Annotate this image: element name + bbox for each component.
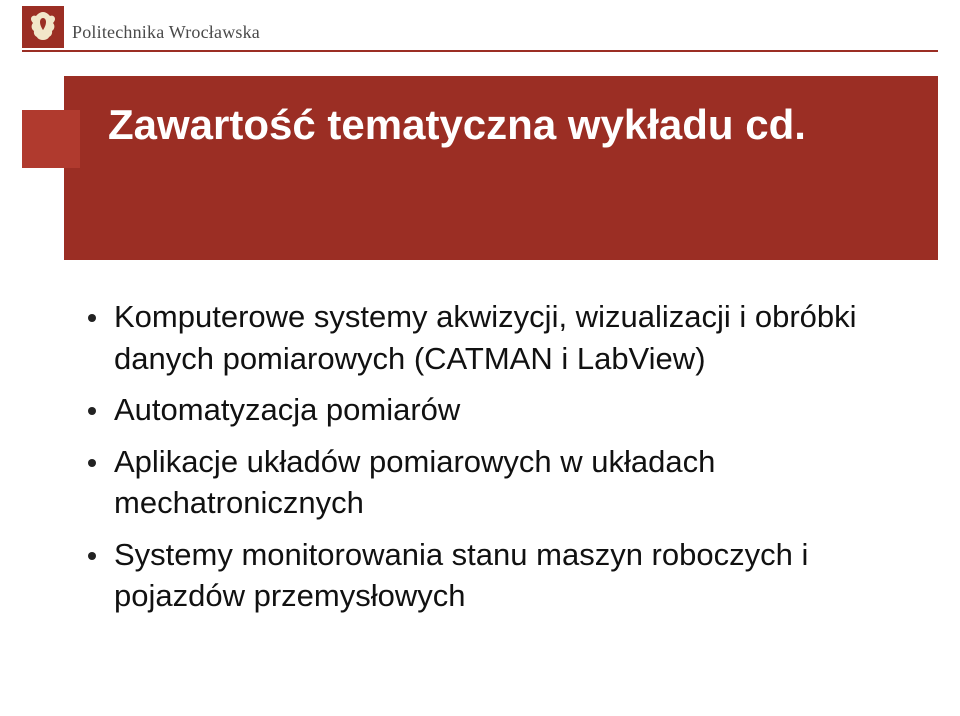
list-item: Aplikacje układów pomiarowych w układach… xyxy=(88,441,908,524)
bullet-dot-icon xyxy=(88,459,96,467)
bullet-text: Aplikacje układów pomiarowych w układach… xyxy=(114,441,908,524)
list-item: Komputerowe systemy akwizycji, wizualiza… xyxy=(88,296,908,379)
header-divider xyxy=(22,50,938,52)
university-logo xyxy=(22,6,64,48)
bullet-dot-icon xyxy=(88,314,96,322)
bullet-dot-icon xyxy=(88,407,96,415)
eagle-icon xyxy=(22,6,64,48)
bullet-text: Automatyzacja pomiarów xyxy=(114,389,460,431)
list-item: Automatyzacja pomiarów xyxy=(88,389,908,431)
list-item: Systemy monitorowania stanu maszyn roboc… xyxy=(88,534,908,617)
bullet-list: Komputerowe systemy akwizycji, wizualiza… xyxy=(88,296,908,627)
slide: Politechnika Wrocławska Zawartość tematy… xyxy=(0,0,960,716)
title-bar: Zawartość tematyczna wykładu cd. xyxy=(64,76,938,260)
slide-title: Zawartość tematyczna wykładu cd. xyxy=(108,102,908,148)
bullet-text: Komputerowe systemy akwizycji, wizualiza… xyxy=(114,296,908,379)
bullet-text: Systemy monitorowania stanu maszyn roboc… xyxy=(114,534,908,617)
university-name: Politechnika Wrocławska xyxy=(72,22,260,43)
bullet-dot-icon xyxy=(88,552,96,560)
accent-square xyxy=(22,110,80,168)
